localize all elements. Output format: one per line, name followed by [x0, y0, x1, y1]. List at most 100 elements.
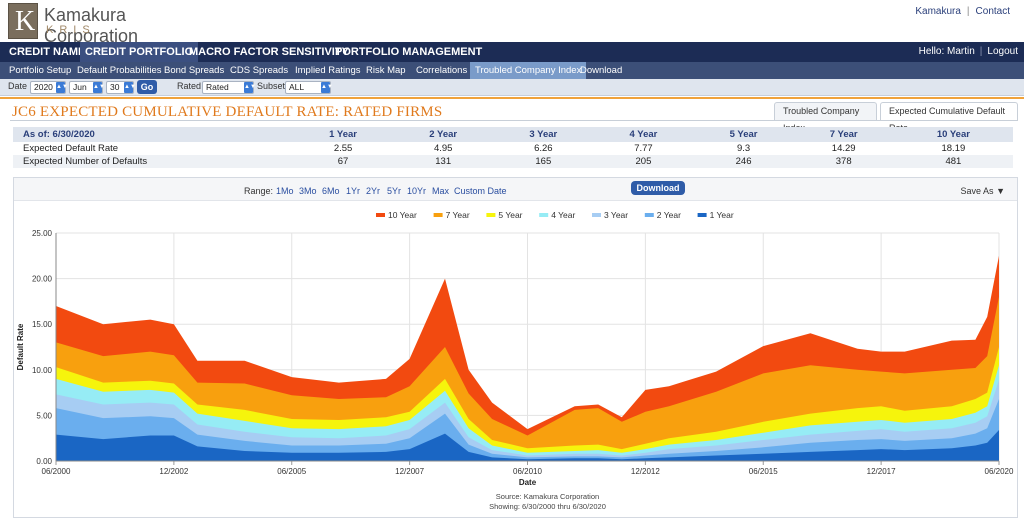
table-row: Expected Default Rate 2.55 4.95 6.26 7.7… — [13, 142, 1013, 155]
rated-select[interactable]: Rated ▲▼ — [202, 81, 256, 94]
table-cell: 131 — [393, 155, 494, 168]
range-1yr[interactable]: 1Yr — [346, 186, 361, 196]
x-tick-label: 06/2015 — [749, 467, 778, 476]
col-header: 3 Year — [493, 127, 594, 142]
row-label: Expected Number of Defaults — [13, 155, 293, 168]
chart-panel: Range: 1Mo 3Mo 6Mo 1Yr 2Yr 5Yr 10Yr Max … — [13, 177, 1018, 518]
tab-expected-cumulative-default-rate[interactable]: Expected Cumulative Default Rate — [880, 102, 1018, 133]
month-select[interactable]: Jun ▲▼ — [69, 81, 105, 94]
legend-label: 7 Year — [446, 210, 470, 220]
logout-link[interactable]: Logout — [987, 46, 1018, 57]
date-label: Date — [8, 81, 28, 91]
col-header: 10 Year — [893, 127, 1013, 142]
y-tick-label: 25.00 — [32, 229, 53, 238]
series-area-2-year — [56, 399, 999, 461]
chevron-down-icon: ▲▼ — [93, 82, 105, 93]
subnav-bond-spreads[interactable]: Bond Spreads — [164, 65, 225, 76]
range-3mo[interactable]: 3Mo — [299, 186, 317, 196]
y-tick-label: 10.00 — [32, 366, 53, 375]
range-2yr[interactable]: 2Yr — [366, 186, 381, 196]
y-tick-label: 0.00 — [36, 457, 52, 466]
subnav-correlations[interactable]: Correlations — [416, 65, 468, 76]
table-cell: 246 — [693, 155, 794, 168]
subnav-risk-map[interactable]: Risk Map — [366, 65, 406, 76]
legend-swatch — [376, 213, 385, 217]
logo-mark: K — [8, 3, 38, 39]
legend-swatch — [486, 213, 496, 217]
nav-macro-factor-sensitivity[interactable]: MACRO FACTOR SENSITIVITY — [189, 46, 349, 58]
table-cell: 7.77 — [634, 143, 653, 154]
default-rate-chart: 0.00 5.00 10.00 15.00 20.00 25.00 06/2000 12/20… — [16, 210, 1014, 511]
table-row: Expected Number of Defaults 67 131 165 2… — [13, 155, 1013, 168]
range-custom-date[interactable]: Custom Date — [454, 186, 507, 196]
subnav-default-probabilities[interactable]: Default Probabilities — [77, 65, 162, 76]
subnav-troubled-company-index[interactable]: Troubled Company Index — [470, 62, 587, 79]
table-cell: 14.29 — [831, 143, 856, 154]
legend-swatch — [644, 213, 654, 217]
col-header: 2 Year — [393, 127, 494, 142]
legend-swatch — [433, 213, 443, 217]
table-cell: 67 — [293, 155, 394, 168]
subnav-download[interactable]: Download — [580, 65, 623, 76]
main-nav: CREDIT NAME CREDIT PORTFOLIO MACRO FACTO… — [0, 42, 1024, 62]
col-header: 5 Year — [693, 127, 794, 142]
page-title: JC6 EXPECTED CUMULATIVE DEFAULT RATE: RA… — [12, 104, 443, 120]
x-tick-label: 06/2000 — [42, 467, 71, 476]
tab-troubled-company-index[interactable]: Troubled Company Index — [774, 102, 877, 133]
x-tick-label: 06/2005 — [277, 467, 306, 476]
subset-select[interactable]: ALL ▲▼ — [285, 81, 333, 94]
series-area-1-year — [56, 430, 999, 461]
subnav-portfolio-setup[interactable]: Portfolio Setup — [9, 65, 72, 76]
chevron-down-icon: ▲▼ — [56, 82, 68, 93]
day-select[interactable]: 30 ▲▼ — [106, 81, 136, 94]
nav-portfolio-management[interactable]: PORTFOLIO MANAGEMENT — [335, 46, 483, 58]
as-of-label: As of: 6/30/2020 — [13, 127, 293, 142]
logo-name: Kamakura Corporation — [44, 5, 139, 46]
rated-label: Rated — [177, 81, 202, 91]
legend-label: 2 Year — [657, 210, 681, 220]
top-header: K Kamakura Corporation KRIS Kamakura | Con… — [0, 0, 1024, 46]
table-cell: 18.19 — [941, 143, 966, 154]
series-area-3-year — [56, 379, 999, 461]
link-contact[interactable]: Contact — [975, 6, 1010, 17]
user-area: Hello: Martin | Logout — [918, 46, 1018, 57]
legend-label: 10 Year — [388, 210, 417, 220]
kamakura-logo[interactable]: K Kamakura Corporation KRIS — [8, 3, 198, 46]
link-kamakura[interactable]: Kamakura — [915, 6, 961, 17]
legend-label: 3 Year — [604, 210, 628, 220]
year-select[interactable]: 2020 ▲▼ — [30, 81, 68, 94]
nav-credit-portfolio[interactable]: CREDIT PORTFOLIO — [80, 42, 199, 62]
go-button[interactable]: Go — [137, 80, 157, 94]
range-10yr[interactable]: 10Yr — [407, 186, 427, 196]
series-area-4-year — [56, 365, 999, 461]
y-tick-label: 15.00 — [32, 320, 53, 329]
title-divider — [10, 120, 1018, 121]
legend-label: 5 Year — [498, 210, 522, 220]
subnav-cds-spreads[interactable]: CDS Spreads — [230, 65, 289, 76]
range-1mo[interactable]: 1Mo — [276, 186, 294, 196]
y-tick-label: 20.00 — [32, 275, 53, 284]
nav-credit-name[interactable]: CREDIT NAME — [9, 46, 86, 58]
range-5yr[interactable]: 5Yr — [387, 186, 402, 196]
chevron-down-icon: ▼ — [996, 186, 1005, 196]
table-cell: 378 — [793, 155, 894, 168]
col-header: 1 Year — [293, 127, 394, 142]
save-as-menu[interactable]: Save As ▼ — [960, 186, 1005, 196]
range-6mo[interactable]: 6Mo — [322, 186, 340, 196]
table-cell: 2.55 — [333, 143, 353, 154]
subnav-implied-ratings[interactable]: Implied Ratings — [295, 65, 361, 76]
x-tick-label: 12/2012 — [631, 467, 660, 476]
table-cell: 481 — [893, 155, 1013, 168]
download-button[interactable]: Download — [631, 181, 685, 195]
summary-table: As of: 6/30/2020 1 Year 2 Year 3 Year 4 … — [13, 127, 1013, 168]
row-label: Expected Default Rate — [23, 143, 119, 154]
table-cell: 6.26 — [534, 143, 553, 154]
legend-label: 1 Year — [710, 210, 734, 220]
accent-rule — [0, 97, 1024, 99]
filter-bar: Date 2020 ▲▼ Jun ▲▼ 30 ▲▼ Go Rated Rated ▲▼ … — [0, 79, 1024, 96]
user-greeting: Hello: Martin — [918, 46, 975, 57]
range-max[interactable]: Max — [432, 186, 450, 196]
logo-sub: KRIS — [46, 24, 96, 36]
legend-swatch — [592, 213, 601, 217]
table-cell: 9.3 — [736, 143, 751, 154]
